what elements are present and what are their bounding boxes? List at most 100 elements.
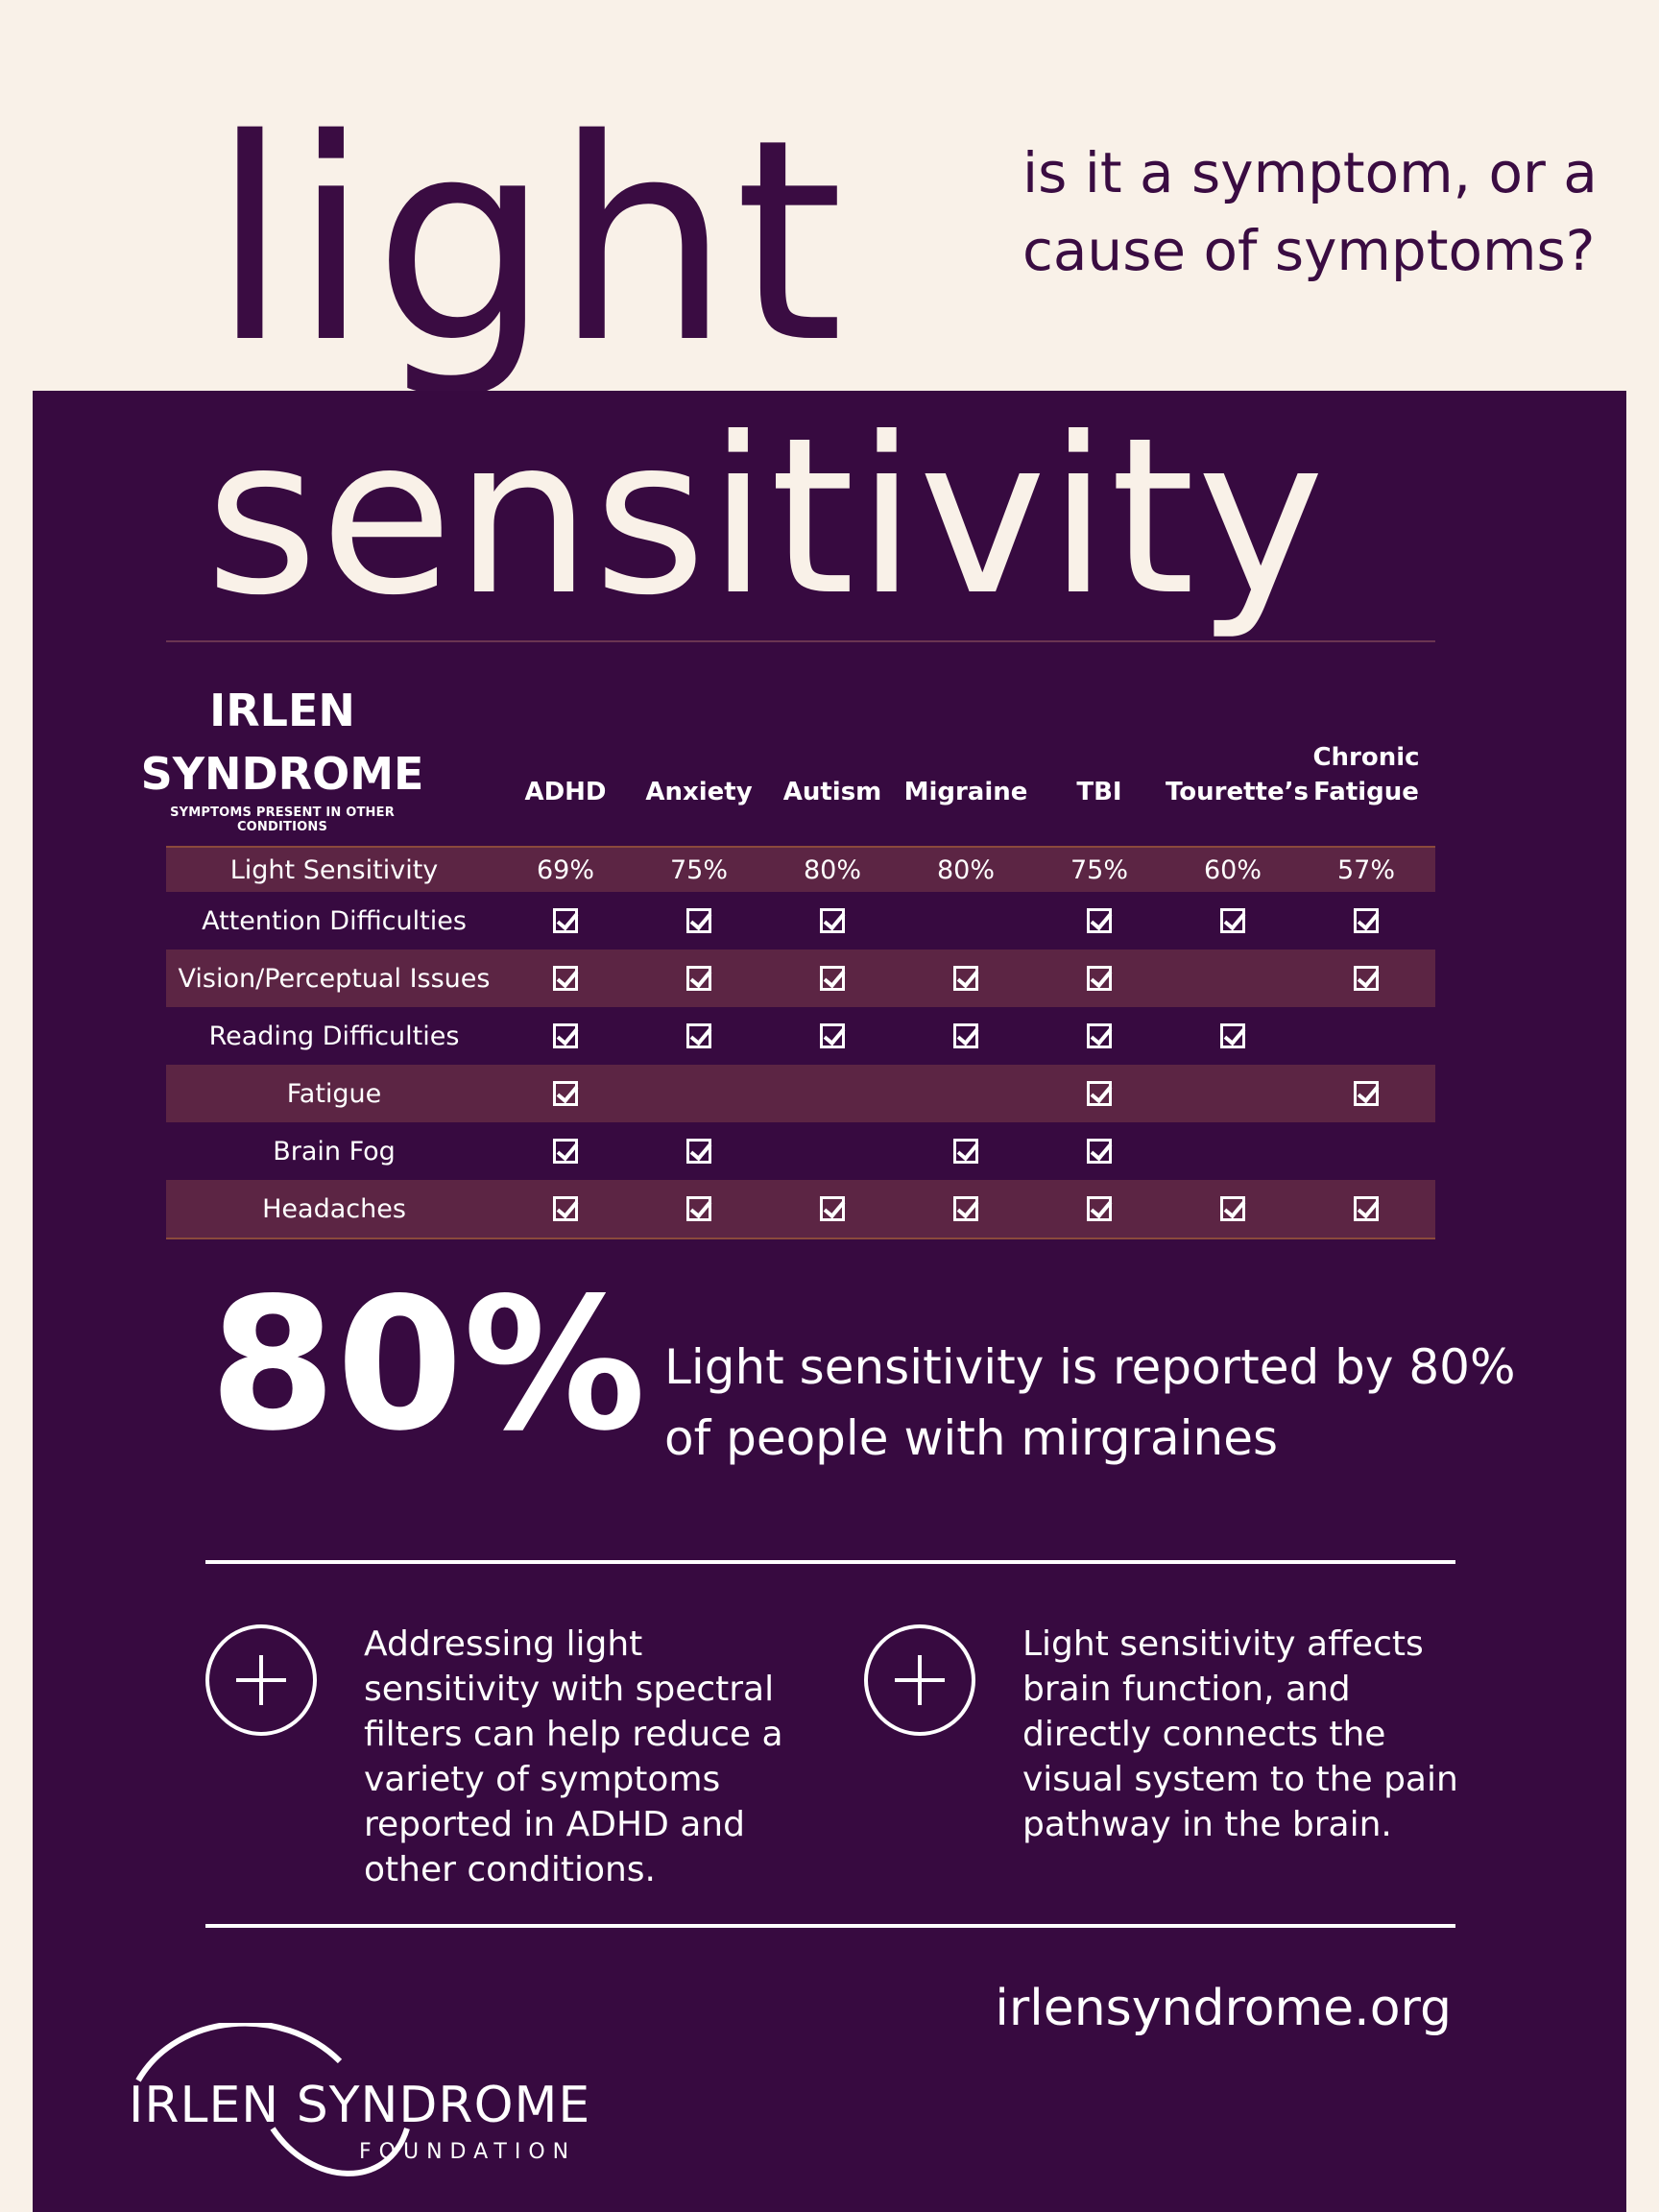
table-cell bbox=[1166, 1180, 1300, 1238]
table-cell bbox=[498, 1007, 633, 1065]
irlen-logo: IRLEN SYNDROME FOUNDATION bbox=[129, 2023, 666, 2196]
divider-bottom bbox=[205, 1924, 1455, 1928]
table-row: Brain Fog bbox=[166, 1122, 1435, 1180]
column-header-autism: Autism bbox=[782, 778, 882, 806]
checkbox-checked-icon bbox=[1087, 1139, 1112, 1164]
checkbox-checked-icon bbox=[1354, 908, 1379, 933]
content-panel: sensitivity IRLEN SYNDROME SYMPTOMS PRES… bbox=[33, 391, 1626, 2212]
checkbox-checked-icon bbox=[1087, 966, 1112, 991]
checkbox-checked-icon bbox=[553, 1081, 578, 1106]
table-cell bbox=[632, 950, 766, 1007]
table-cell bbox=[899, 1180, 1033, 1238]
row-label: Light Sensitivity bbox=[229, 854, 439, 885]
table-cell bbox=[1299, 1007, 1433, 1065]
checkbox-checked-icon bbox=[953, 1023, 978, 1048]
checkbox-checked-icon bbox=[686, 1023, 711, 1048]
table-cell-value: 57% bbox=[1336, 854, 1395, 885]
plus-circle-icon bbox=[205, 1624, 317, 1736]
row-label: Brain Fog bbox=[273, 1136, 396, 1166]
table-cell bbox=[765, 1007, 900, 1065]
checkbox-checked-icon bbox=[1220, 908, 1245, 933]
column-header-chronic-fatigue: Chronic Fatigue bbox=[1312, 743, 1420, 806]
table-cell bbox=[498, 892, 633, 950]
table-cell bbox=[765, 1122, 900, 1180]
row-label: Reading Difficulties bbox=[208, 1021, 460, 1051]
table-cell bbox=[632, 1007, 766, 1065]
column-header-tourettes: Tourette’s bbox=[1166, 778, 1309, 806]
checkbox-checked-icon bbox=[686, 1196, 711, 1221]
note-left: Addressing light sensitivity with spectr… bbox=[364, 1624, 783, 1889]
symptom-table: Light Sensitivity 69% 75% 80% 80% 75% 60% 57% At… bbox=[166, 846, 1435, 1239]
table-cell bbox=[632, 1065, 766, 1122]
table-cell bbox=[765, 892, 900, 950]
table-cell bbox=[1032, 950, 1166, 1007]
page-title-sensitivity: sensitivity bbox=[205, 392, 1327, 643]
table-cell bbox=[1166, 950, 1300, 1007]
divider-top bbox=[205, 1560, 1455, 1564]
table-brand-subtitle: SYMPTOMS PRESENT IN OTHER CONDITIONS bbox=[170, 805, 395, 834]
table-cell bbox=[1166, 1007, 1300, 1065]
checkbox-checked-icon bbox=[1087, 1196, 1112, 1221]
checkbox-checked-icon bbox=[953, 1196, 978, 1221]
table-cell bbox=[1032, 1065, 1166, 1122]
table-cell bbox=[899, 1007, 1033, 1065]
checkbox-checked-icon bbox=[686, 966, 711, 991]
table-cell bbox=[632, 892, 766, 950]
page-title-light: light bbox=[211, 81, 848, 404]
table-cell bbox=[765, 1180, 900, 1238]
table-cell bbox=[765, 950, 900, 1007]
logo-arc-icon bbox=[135, 2023, 410, 2176]
checkbox-checked-icon bbox=[820, 1196, 845, 1221]
checkbox-checked-icon bbox=[953, 966, 978, 991]
checkbox-checked-icon bbox=[953, 1139, 978, 1164]
row-label: Headaches bbox=[262, 1193, 406, 1224]
table-cell bbox=[498, 1180, 633, 1238]
row-label: Vision/Perceptual Issues bbox=[178, 963, 491, 994]
table-row: Attention Difficulties bbox=[166, 892, 1435, 950]
table-cell bbox=[1166, 1122, 1300, 1180]
checkbox-checked-icon bbox=[553, 1023, 578, 1048]
website-link[interactable]: irlensyndrome.org bbox=[995, 1980, 1452, 2037]
brand-title-line1: IRLEN bbox=[209, 685, 355, 736]
checkbox-checked-icon bbox=[1087, 1081, 1112, 1106]
checkbox-checked-icon bbox=[1220, 1023, 1245, 1048]
table-cell-value: 75% bbox=[669, 854, 728, 885]
checkbox-checked-icon bbox=[1354, 966, 1379, 991]
title-divider bbox=[166, 640, 1435, 642]
table-cell bbox=[1299, 950, 1433, 1007]
logo-wordmark: IRLEN SYNDROME bbox=[129, 2077, 591, 2134]
plus-circle-icon bbox=[864, 1624, 975, 1736]
stat-text: Light sensitivity is reported by 80% of … bbox=[664, 1339, 1516, 1466]
table-cell bbox=[899, 1122, 1033, 1180]
logo-subtitle: FOUNDATION bbox=[359, 2140, 577, 2164]
table-cell-value: 69% bbox=[536, 854, 594, 885]
table-cell bbox=[899, 950, 1033, 1007]
table-cell bbox=[899, 892, 1033, 950]
column-header-adhd: ADHD bbox=[524, 778, 607, 806]
brand-title-line2: SYNDROME bbox=[140, 748, 424, 800]
table-cell bbox=[1166, 1065, 1300, 1122]
column-header-tbi: TBI bbox=[1076, 778, 1122, 806]
table-row: Vision/Perceptual Issues bbox=[166, 950, 1435, 1007]
table-cell bbox=[1299, 1122, 1433, 1180]
table-cell bbox=[1166, 892, 1300, 950]
checkbox-checked-icon bbox=[553, 908, 578, 933]
table-cell bbox=[498, 1122, 633, 1180]
table-cell bbox=[632, 1122, 766, 1180]
table-cell bbox=[498, 1065, 633, 1122]
table-cell-value: 80% bbox=[803, 854, 861, 885]
checkbox-checked-icon bbox=[1354, 1081, 1379, 1106]
checkbox-checked-icon bbox=[1354, 1196, 1379, 1221]
table-cell bbox=[899, 1065, 1033, 1122]
table-row: Light Sensitivity 69% 75% 80% 80% 75% 60% 57% bbox=[166, 846, 1435, 892]
column-header-migraine: Migraine bbox=[903, 778, 1028, 806]
table-row: Reading Difficulties bbox=[166, 1007, 1435, 1065]
row-label: Fatigue bbox=[286, 1078, 382, 1109]
checkbox-checked-icon bbox=[553, 1196, 578, 1221]
row-label: Attention Difficulties bbox=[202, 905, 467, 936]
column-header-anxiety: Anxiety bbox=[645, 778, 753, 806]
checkbox-checked-icon bbox=[1220, 1196, 1245, 1221]
stat-value: 80% bbox=[209, 1259, 646, 1471]
table-cell bbox=[1032, 1007, 1166, 1065]
table-cell bbox=[1032, 1180, 1166, 1238]
